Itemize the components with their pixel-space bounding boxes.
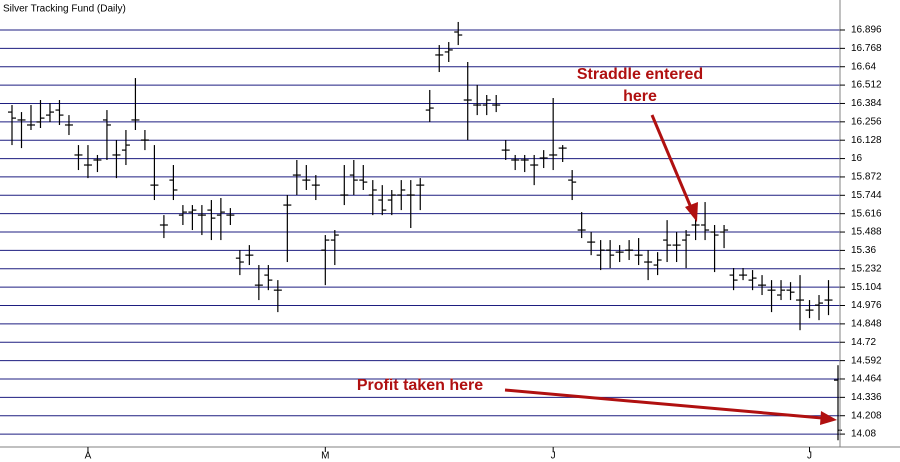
y-tick-label: 14.848: [851, 319, 882, 330]
y-tick-label: 15.616: [851, 208, 882, 219]
y-tick-label: 16.256: [851, 116, 882, 127]
y-tick-label: 14.72: [851, 337, 876, 348]
y-tick-label: 14.208: [851, 410, 882, 421]
y-tick-label: 16.128: [851, 135, 882, 146]
y-tick-label: 14.336: [851, 392, 882, 403]
y-tick-label: 14.464: [851, 374, 882, 385]
x-tick-label: A: [85, 451, 92, 462]
y-tick-label: 14.976: [851, 300, 882, 311]
arrow: [504, 388, 837, 425]
chart-title: Silver Tracking Fund (Daily): [3, 4, 126, 15]
y-tick-label: 15.488: [851, 227, 882, 238]
arrow: [650, 114, 698, 222]
y-tick-label: 14.592: [851, 355, 882, 366]
y-tick-label: 16.512: [851, 80, 882, 91]
x-tick-label: J: [807, 451, 812, 462]
y-tick-label: 16.896: [851, 25, 882, 36]
annotation: Profit taken here: [357, 377, 483, 394]
price-bars: [8, 21, 842, 441]
y-tick-label: 15.232: [851, 263, 882, 274]
y-tick-label: 15.104: [851, 282, 882, 293]
y-tick-label: 15.36: [851, 245, 876, 256]
y-tick-label: 15.744: [851, 190, 882, 201]
y-tick-label: 16.384: [851, 98, 882, 109]
annotation: Straddle entered: [577, 66, 703, 83]
x-tick-label: M: [321, 451, 329, 462]
y-tick-label: 15.872: [851, 172, 882, 183]
y-tick-label: 14.08: [851, 429, 876, 440]
grid: [0, 29, 840, 435]
y-tick-label: 16.768: [851, 43, 882, 54]
y-tick-label: 16.64: [851, 61, 876, 72]
y-tick-label: 16: [851, 153, 863, 164]
x-tick-label: J: [551, 451, 556, 462]
annotation: here: [623, 88, 657, 105]
